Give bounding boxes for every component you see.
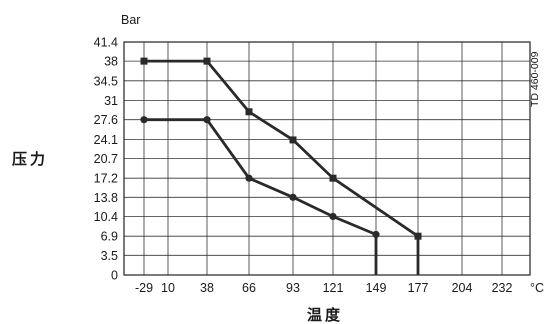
tick-labels: 0 3.5 6.9 10.4 13.8 17.2 20.7 24.1 27.6 31 34.5 38 4… [94, 36, 513, 296]
y-unit-label: Bar [121, 13, 140, 27]
y-tick-label: 6.9 [101, 230, 118, 244]
y-tick-label: 17.2 [94, 172, 118, 186]
x-unit-label: °C [530, 281, 544, 295]
y-tick-label: 0 [111, 269, 118, 283]
data-point-circle [372, 230, 380, 239]
x-tick-label: 149 [366, 281, 387, 295]
data-point-square [414, 232, 422, 240]
data-point-square [329, 174, 337, 182]
plot-frame [123, 41, 531, 276]
data-point-square [245, 108, 253, 116]
data-point-circle [140, 116, 148, 124]
y-tick-label: 27.6 [94, 113, 118, 127]
x-tick-label: 121 [323, 281, 344, 295]
x-tick-label: 38 [200, 281, 214, 295]
y-axis-title: 压力 [12, 150, 48, 168]
x-tick-label: 232 [492, 281, 513, 295]
x-tick-label: 66 [242, 281, 256, 295]
series-lines [140, 57, 422, 275]
y-tick-label: 10.4 [94, 210, 118, 224]
data-point-square [289, 136, 297, 144]
y-tick-label: 20.7 [94, 152, 118, 166]
x-tick-label: 204 [452, 281, 473, 295]
y-tick-label: 34.5 [94, 74, 118, 88]
x-tick-label: 10 [161, 281, 175, 295]
grid [123, 41, 531, 276]
y-tick-label: 41.4 [94, 36, 118, 50]
y-tick-label: 24.1 [94, 133, 118, 147]
figure-code: TD 460-009 [529, 51, 541, 107]
x-tick-label: 177 [408, 281, 429, 295]
y-tick-label: 13.8 [94, 191, 118, 205]
x-tick-label: -29 [135, 281, 153, 295]
x-tick-label: 93 [286, 281, 300, 295]
data-point-circle [203, 116, 211, 124]
data-point-square [140, 57, 148, 65]
x-axis-title: 温度 [307, 306, 343, 324]
data-point-square [203, 57, 211, 65]
y-tick-label: 38 [104, 55, 118, 69]
y-tick-label: 31 [104, 94, 118, 108]
data-point-circle [289, 193, 297, 201]
data-point-circle [329, 212, 337, 221]
data-point-circle [245, 174, 253, 182]
y-tick-label: 3.5 [101, 249, 118, 263]
